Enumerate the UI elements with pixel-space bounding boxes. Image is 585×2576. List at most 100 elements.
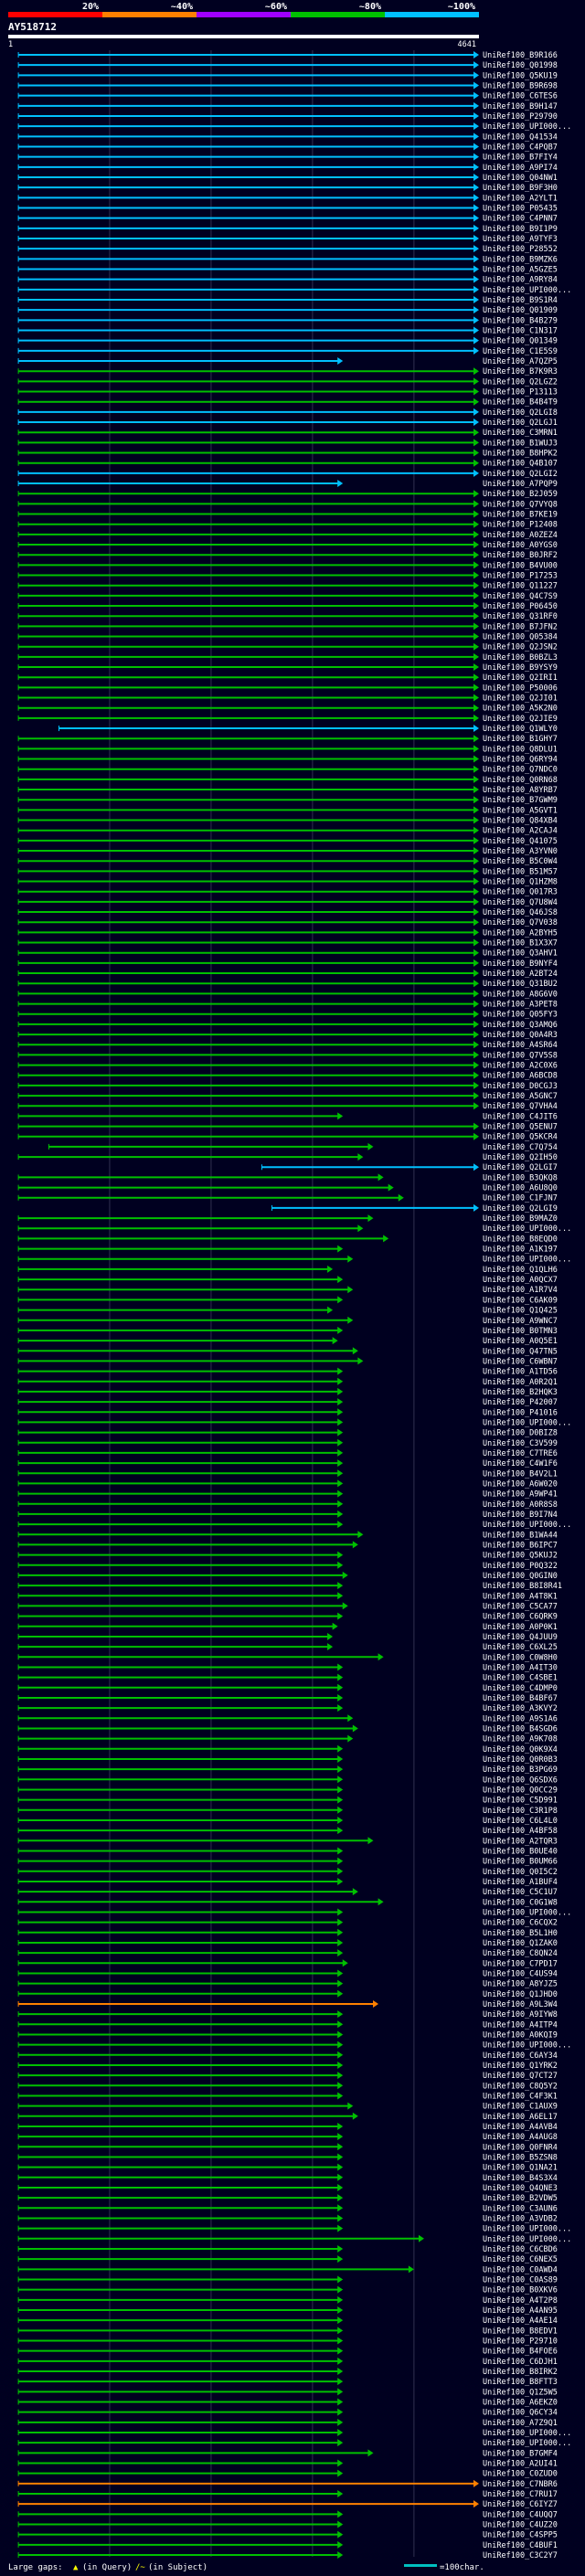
hit-label[interactable]: UniRef100_B9H147 xyxy=(483,102,558,111)
hit-row[interactable]: UniRef100_Q04NW1 xyxy=(17,174,558,183)
hit-row[interactable]: UniRef100_C4DMP0 xyxy=(17,1683,558,1693)
hit-label[interactable]: UniRef100_A0KQI9 xyxy=(483,2030,558,2040)
hit-row[interactable]: UniRef100_P29710 xyxy=(17,2337,558,2346)
hit-label[interactable]: UniRef100_Q7VYQ8 xyxy=(483,500,558,509)
hit-label[interactable]: UniRef100_C4PNN7 xyxy=(483,215,558,224)
hit-label[interactable]: UniRef100_Q0CC29 xyxy=(483,1786,558,1795)
hit-label[interactable]: UniRef100_Q41075 xyxy=(483,837,558,846)
hit-label[interactable]: UniRef100_A9RY84 xyxy=(483,276,558,285)
hit-row[interactable]: UniRef100_Q84XB4 xyxy=(17,816,558,826)
hit-row[interactable]: UniRef100_Q7NDC0 xyxy=(17,765,558,775)
hit-row[interactable]: UniRef100_A0R8S8 xyxy=(17,1500,558,1510)
hit-row[interactable]: UniRef100_UPI000... xyxy=(17,1908,571,1917)
hit-row[interactable]: UniRef100_B4FOE6 xyxy=(17,2347,558,2357)
hit-label[interactable]: UniRef100_A4BF58 xyxy=(483,1827,558,1836)
hit-row[interactable]: UniRef100_B51M57 xyxy=(17,867,558,876)
hit-label[interactable]: UniRef100_B9I7N4 xyxy=(483,1511,558,1520)
hit-label[interactable]: UniRef100_C1AUX9 xyxy=(483,2103,558,2112)
hit-row[interactable]: UniRef100_A2UI41 xyxy=(17,2459,558,2468)
hit-label[interactable]: UniRef100_Q0I5C2 xyxy=(483,1868,558,1877)
hit-row[interactable]: UniRef100_A0R2Q1 xyxy=(17,1377,558,1387)
hit-label[interactable]: UniRef100_B9S1R4 xyxy=(483,296,558,305)
hit-row[interactable]: UniRef100_A5GVT1 xyxy=(17,806,558,815)
hit-row[interactable]: UniRef100_B7GWM9 xyxy=(17,796,558,805)
hit-label[interactable]: UniRef100_C7Q754 xyxy=(483,1143,558,1152)
hit-label[interactable]: UniRef100_Q5KU19 xyxy=(483,71,558,80)
hit-row[interactable]: UniRef100_A4BF58 xyxy=(17,1827,558,1836)
hit-label[interactable]: UniRef100_Q5KCR4 xyxy=(483,1133,558,1142)
hit-row[interactable]: UniRef100_B9MZK6 xyxy=(17,255,558,264)
hit-row[interactable]: UniRef100_Q01998 xyxy=(17,61,558,70)
hit-label[interactable]: UniRef100_Q1ZAK0 xyxy=(483,1939,558,1948)
hit-row[interactable]: UniRef100_B9I7N4 xyxy=(17,1510,558,1520)
hit-label[interactable]: UniRef100_A6EL17 xyxy=(483,2113,558,2122)
hit-label[interactable]: UniRef100_C0AWD4 xyxy=(483,2265,558,2274)
hit-label[interactable]: UniRef100_A8YRB7 xyxy=(483,786,558,795)
hit-label[interactable]: UniRef100_UPI000... xyxy=(483,1256,571,1265)
hit-row[interactable]: UniRef100_B9S1R4 xyxy=(17,296,558,305)
hit-row[interactable]: UniRef100_C7NBR6 xyxy=(17,2479,558,2489)
hit-row[interactable]: UniRef100_A9TYF3 xyxy=(17,235,558,244)
hit-row[interactable]: UniRef100_B4BF67 xyxy=(17,1693,558,1703)
hit-label[interactable]: UniRef100_P17253 xyxy=(483,572,558,581)
hit-label[interactable]: UniRef100_C1E5S9 xyxy=(483,347,558,356)
hit-row[interactable]: UniRef100_A1R7V4 xyxy=(17,1286,558,1295)
hit-row[interactable]: UniRef100_Q7V038 xyxy=(17,918,558,928)
hit-label[interactable]: UniRef100_Q7CT27 xyxy=(483,2072,558,2081)
hit-row[interactable]: UniRef100_UPI000... xyxy=(17,2439,571,2448)
hit-label[interactable]: UniRef100_Q2JIE9 xyxy=(483,715,558,724)
hit-label[interactable]: UniRef100_B0JRF2 xyxy=(483,551,558,560)
hit-row[interactable]: UniRef100_C0ZUD0 xyxy=(17,2469,558,2479)
hit-label[interactable]: UniRef100_B7K9R3 xyxy=(483,367,558,376)
hit-label[interactable]: UniRef100_B4SGD6 xyxy=(483,1724,558,1733)
hit-row[interactable]: UniRef100_C5C1U7 xyxy=(17,1888,558,1897)
hit-label[interactable]: UniRef100_B7KE19 xyxy=(483,511,558,520)
hit-row[interactable]: UniRef100_B7JFN2 xyxy=(17,622,558,631)
hit-label[interactable]: UniRef100_A0R2Q1 xyxy=(483,1378,558,1387)
hit-row[interactable]: UniRef100_A1TD56 xyxy=(17,1367,558,1377)
hit-row[interactable]: UniRef100_Q4QNE3 xyxy=(17,2183,558,2193)
hit-row[interactable]: UniRef100_Q11227 xyxy=(17,581,558,591)
hit-label[interactable]: UniRef100_A9S1A6 xyxy=(483,1714,558,1723)
hit-label[interactable]: UniRef100_B5ZSN8 xyxy=(483,2153,558,2162)
hit-row[interactable]: UniRef100_D0CGJ3 xyxy=(17,1081,558,1091)
hit-label[interactable]: UniRef100_B1GHY7 xyxy=(483,735,558,744)
hit-row[interactable]: UniRef100_Q47TN5 xyxy=(17,1347,558,1356)
hit-label[interactable]: UniRef100_Q5KUJ2 xyxy=(483,1552,558,1561)
hit-row[interactable]: UniRef100_Q2JI01 xyxy=(17,694,558,704)
hit-label[interactable]: UniRef100_Q7V038 xyxy=(483,918,558,928)
hit-label[interactable]: UniRef100_A7Z9Q1 xyxy=(483,2419,558,2428)
hit-label[interactable]: UniRef100_Q7V5S8 xyxy=(483,1051,558,1060)
hit-label[interactable]: UniRef100_A9WNC7 xyxy=(483,1317,558,1326)
hit-label[interactable]: UniRef100_P42007 xyxy=(483,1398,558,1407)
hit-label[interactable]: UniRef100_Q0R0B3 xyxy=(483,1755,558,1765)
hit-label[interactable]: UniRef100_A8G6V0 xyxy=(483,990,558,999)
hit-row[interactable]: UniRef100_P17253 xyxy=(17,571,558,581)
hit-label[interactable]: UniRef100_C6NEX5 xyxy=(483,2255,558,2264)
hit-row[interactable]: UniRef100_A4AN95 xyxy=(17,2306,558,2316)
hit-row[interactable]: UniRef100_B4S3X4 xyxy=(17,2173,558,2183)
hit-label[interactable]: UniRef100_Q1HZM8 xyxy=(483,878,558,887)
hit-label[interactable]: UniRef100_A6EKZ0 xyxy=(483,2398,558,2407)
hit-label[interactable]: UniRef100_A5GVT1 xyxy=(483,806,558,815)
hit-label[interactable]: UniRef100_Q1YRK2 xyxy=(483,2062,558,2071)
hit-label[interactable]: UniRef100_C6TES6 xyxy=(483,92,558,101)
hit-row[interactable]: UniRef100_B8HPK2 xyxy=(17,449,558,459)
hit-label[interactable]: UniRef100_A2BYH5 xyxy=(483,928,558,938)
hit-row[interactable]: UniRef100_A4AE14 xyxy=(17,2316,558,2326)
hit-row[interactable]: UniRef100_Q2JSN2 xyxy=(17,642,558,652)
hit-label[interactable]: UniRef100_C7NBR6 xyxy=(483,2480,558,2489)
hit-row[interactable]: UniRef100_B3QKQ8 xyxy=(17,1173,558,1182)
hit-label[interactable]: UniRef100_Q0K9X4 xyxy=(483,1745,558,1754)
hit-row[interactable]: UniRef100_A5GNC7 xyxy=(17,1092,558,1101)
hit-row[interactable]: UniRef100_Q2LGI8 xyxy=(17,408,558,418)
hit-label[interactable]: UniRef100_B7FIY4 xyxy=(483,154,558,163)
hit-row[interactable]: UniRef100_B7K9R3 xyxy=(17,367,558,376)
hit-label[interactable]: UniRef100_A3PET8 xyxy=(483,1001,558,1010)
hit-row[interactable]: UniRef100_C8Q5Y2 xyxy=(17,2082,558,2091)
hit-label[interactable]: UniRef100_A6U8Q0 xyxy=(483,1184,558,1193)
hit-label[interactable]: UniRef100_Q04NW1 xyxy=(483,174,558,183)
hit-row[interactable]: UniRef100_C4US94 xyxy=(17,1969,558,1978)
hit-row[interactable]: UniRef100_B2J059 xyxy=(17,490,558,499)
hit-label[interactable]: UniRef100_B0XKV6 xyxy=(483,2286,558,2295)
